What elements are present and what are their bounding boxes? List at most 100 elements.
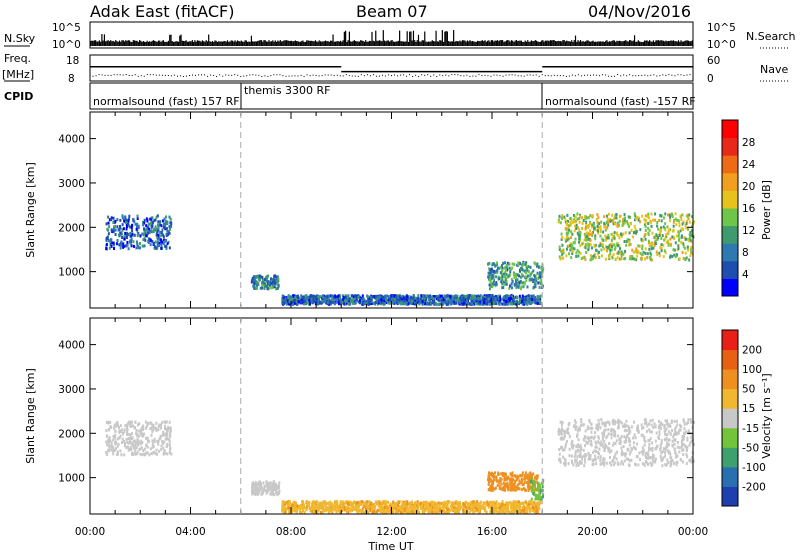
nsky-bar (686, 40, 688, 46)
velocity-cell (436, 510, 439, 514)
nave-point (231, 74, 233, 76)
nave-point (517, 75, 519, 77)
power-cell (158, 243, 161, 247)
power-cell (517, 274, 520, 278)
power-cell (107, 221, 110, 225)
power-cell (126, 232, 129, 236)
power-cell (526, 299, 529, 303)
nsky-bar (684, 40, 686, 46)
power-cell (288, 302, 291, 306)
velocity-cell (116, 437, 119, 441)
power-cell (522, 285, 525, 289)
velocity-cell (525, 506, 528, 510)
power-cell (614, 214, 617, 218)
power-cell (689, 231, 692, 235)
power-cell (494, 282, 497, 286)
power-cell (634, 214, 637, 218)
velocity-cell (513, 503, 516, 507)
nsky-bar (465, 41, 467, 46)
nsky-bar (171, 41, 173, 46)
power-cell (458, 302, 461, 306)
velocity-cell (447, 507, 450, 511)
velocity-cell (137, 434, 140, 438)
power-cell (156, 237, 159, 241)
nsky-bar (97, 41, 99, 46)
nsky-bar (274, 40, 276, 46)
velocity-cell (257, 487, 260, 491)
power-cell (579, 234, 582, 238)
velocity-cell (429, 508, 432, 512)
velocity-cell (514, 506, 517, 510)
nsky-bar (180, 34, 182, 46)
power-cell (650, 247, 653, 251)
nsky-bar (116, 41, 118, 46)
power-cell (496, 266, 499, 270)
power-cell (162, 238, 165, 242)
power-cell (397, 295, 400, 299)
power-cell (503, 274, 506, 278)
power-cell (307, 301, 310, 305)
power-cell (577, 254, 580, 258)
power-cell (637, 244, 640, 248)
nsky-bar (621, 41, 623, 46)
velocity-cell (308, 505, 311, 509)
velocity-cell (460, 505, 463, 509)
velocity-cell (302, 509, 305, 513)
power-cell (406, 298, 409, 302)
power-cell (105, 239, 108, 243)
velocity-cell (487, 502, 490, 506)
velocity-cell (271, 485, 274, 489)
velocity-cell (532, 500, 535, 504)
nsky-bar (504, 41, 506, 46)
power-cell (412, 294, 415, 298)
power-cell (536, 295, 539, 299)
power-cell (654, 241, 657, 245)
power-cell (354, 294, 357, 298)
power-cell (479, 294, 482, 298)
nsky-bar (195, 41, 197, 46)
power-cell (283, 298, 286, 302)
power-cell (374, 300, 377, 304)
velocity-cell (277, 484, 280, 488)
nsky-bar (532, 41, 534, 46)
power-cell (332, 295, 335, 299)
velocity-cell (131, 431, 134, 435)
nsky-bar (633, 35, 636, 46)
power-cell (457, 297, 460, 301)
velocity-cell (294, 503, 297, 507)
power-cell (524, 275, 527, 279)
power-cell (314, 296, 317, 300)
power-cell (586, 216, 589, 220)
power-cell (156, 227, 159, 231)
power-cell (656, 224, 659, 228)
velocity-cell (319, 503, 322, 507)
power-cell (472, 301, 475, 305)
power-cell (599, 241, 602, 245)
nsky-bar (121, 40, 123, 46)
power-cell (129, 234, 132, 238)
power-cell (300, 294, 303, 298)
nsky-strip: N.Sky 10^5 10^0 10^5 10^0 N.Search (4, 21, 796, 51)
nave-point (586, 74, 588, 76)
power-cell (431, 301, 434, 305)
power-cell (253, 284, 256, 288)
velocity-cell (446, 501, 449, 505)
power-cell (587, 216, 590, 220)
power-cell (570, 230, 573, 234)
power-cell (509, 298, 512, 302)
velocity-cell (111, 449, 114, 453)
power-cell (110, 216, 113, 220)
power-cell (611, 244, 614, 248)
power-cell (591, 214, 594, 218)
power-cell (511, 279, 514, 283)
nave-point (390, 75, 392, 77)
velocity-cell (387, 505, 390, 509)
power-cell (452, 300, 455, 304)
velocity-cell (407, 507, 410, 511)
velocity-cell (337, 504, 340, 508)
velocity-cell (111, 445, 114, 449)
power-cell (690, 250, 693, 254)
velocity-cell (154, 451, 157, 455)
power-cell (662, 243, 665, 247)
power-cell (517, 261, 520, 265)
